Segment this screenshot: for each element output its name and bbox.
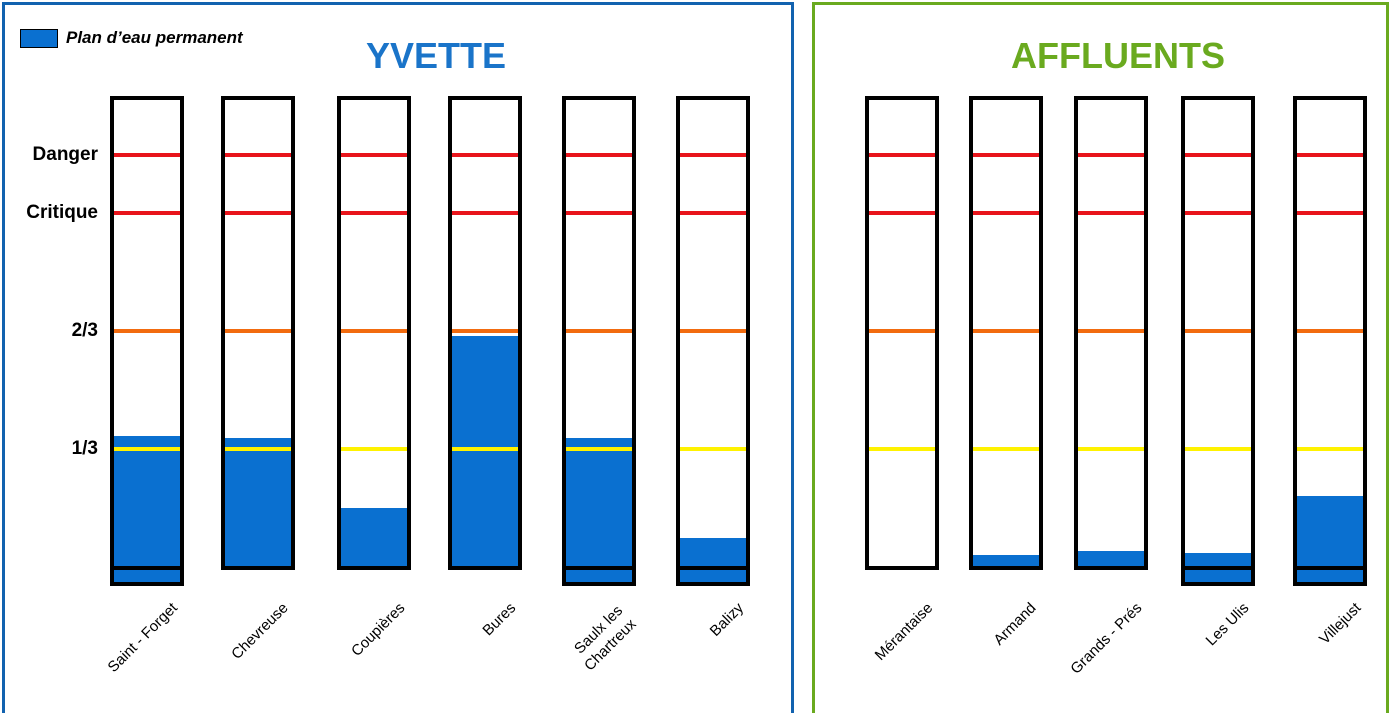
gauge-grands---prés xyxy=(1074,96,1148,586)
threshold-line-two_thirds xyxy=(224,329,292,333)
threshold-line-critique xyxy=(565,211,633,215)
threshold-line-one_third xyxy=(868,447,936,451)
gauge-frame xyxy=(676,96,750,570)
gauge-base-frame xyxy=(562,566,636,586)
gauge-frame xyxy=(1293,96,1367,570)
threshold-line-critique xyxy=(972,211,1040,215)
water-fill xyxy=(971,554,1041,566)
gauge-frame xyxy=(337,96,411,570)
threshold-line-two_thirds xyxy=(1077,329,1145,333)
threshold-line-danger xyxy=(224,153,292,157)
threshold-line-critique xyxy=(1296,211,1364,215)
gauge-base-frame xyxy=(110,566,184,586)
threshold-line-critique xyxy=(113,211,181,215)
threshold-line-two_thirds xyxy=(679,329,747,333)
gauge-mérantaise xyxy=(865,96,939,586)
gauge-frame xyxy=(1181,96,1255,570)
threshold-line-two_thirds xyxy=(972,329,1040,333)
water-fill xyxy=(223,438,293,566)
threshold-line-one_third xyxy=(340,447,408,451)
threshold-line-critique xyxy=(679,211,747,215)
gauge-frame xyxy=(448,96,522,570)
gauge-villejust xyxy=(1293,96,1367,586)
gauge-base-frame xyxy=(1293,566,1367,586)
threshold-line-critique xyxy=(340,211,408,215)
threshold-line-danger xyxy=(1184,153,1252,157)
water-fill xyxy=(112,436,182,582)
yvette-title: YVETTE xyxy=(365,35,507,76)
threshold-line-danger xyxy=(972,153,1040,157)
gauge-chevreuse xyxy=(221,96,295,586)
threshold-line-danger xyxy=(868,153,936,157)
water-fill xyxy=(564,438,634,582)
threshold-line-two_thirds xyxy=(340,329,408,333)
threshold-line-two_thirds xyxy=(868,329,936,333)
water-fill xyxy=(678,537,748,582)
threshold-line-one_third xyxy=(972,447,1040,451)
gauge-frame xyxy=(562,96,636,570)
threshold-line-one_third xyxy=(679,447,747,451)
threshold-line-critique xyxy=(224,211,292,215)
gauge-saint---forget xyxy=(110,96,184,586)
legend-swatch xyxy=(20,28,58,48)
threshold-line-one_third xyxy=(1296,447,1364,451)
gauge-frame xyxy=(969,96,1043,570)
threshold-line-two_thirds xyxy=(113,329,181,333)
threshold-line-danger xyxy=(679,153,747,157)
gauge-coupières xyxy=(337,96,411,586)
threshold-line-danger xyxy=(1296,153,1364,157)
affluents-panel xyxy=(812,2,1389,713)
threshold-line-one_third xyxy=(565,447,633,451)
threshold-line-two_thirds xyxy=(451,329,519,333)
threshold-line-critique xyxy=(1077,211,1145,215)
gauge-frame xyxy=(865,96,939,570)
threshold-line-danger xyxy=(340,153,408,157)
gauge-frame xyxy=(110,96,184,570)
threshold-line-one_third xyxy=(1077,447,1145,451)
gauge-base-frame xyxy=(676,566,750,586)
threshold-line-two_thirds xyxy=(1296,329,1364,333)
affluents-title: AFFLUENTS xyxy=(1011,35,1225,76)
threshold-line-one_third xyxy=(224,447,292,451)
level-label-critique: Critique xyxy=(26,202,98,223)
gauge-les-ulis xyxy=(1181,96,1255,586)
threshold-line-critique xyxy=(868,211,936,215)
threshold-line-critique xyxy=(451,211,519,215)
level-label-danger: Danger xyxy=(32,144,98,165)
threshold-line-two_thirds xyxy=(565,329,633,333)
gauge-frame xyxy=(221,96,295,570)
yvette-panel xyxy=(2,2,794,713)
threshold-line-danger xyxy=(565,153,633,157)
legend: Plan d’eau permanent xyxy=(20,26,243,50)
legend-label: Plan d’eau permanent xyxy=(66,28,243,47)
threshold-line-two_thirds xyxy=(1184,329,1252,333)
threshold-line-danger xyxy=(113,153,181,157)
gauge-base-frame xyxy=(1181,566,1255,586)
level-label-one_third: 1/3 xyxy=(71,438,98,459)
threshold-line-one_third xyxy=(451,447,519,451)
gauge-balizy xyxy=(676,96,750,586)
threshold-line-danger xyxy=(1077,153,1145,157)
threshold-line-danger xyxy=(451,153,519,157)
level-label-two_thirds: 2/3 xyxy=(71,320,98,341)
water-fill xyxy=(1076,550,1146,566)
threshold-line-one_third xyxy=(1184,447,1252,451)
threshold-line-critique xyxy=(1184,211,1252,215)
gauge-frame xyxy=(1074,96,1148,570)
gauge-saulx-les-chartreux xyxy=(562,96,636,586)
water-fill xyxy=(339,507,409,566)
threshold-line-one_third xyxy=(113,447,181,451)
gauge-bures xyxy=(448,96,522,586)
gauge-armand xyxy=(969,96,1043,586)
